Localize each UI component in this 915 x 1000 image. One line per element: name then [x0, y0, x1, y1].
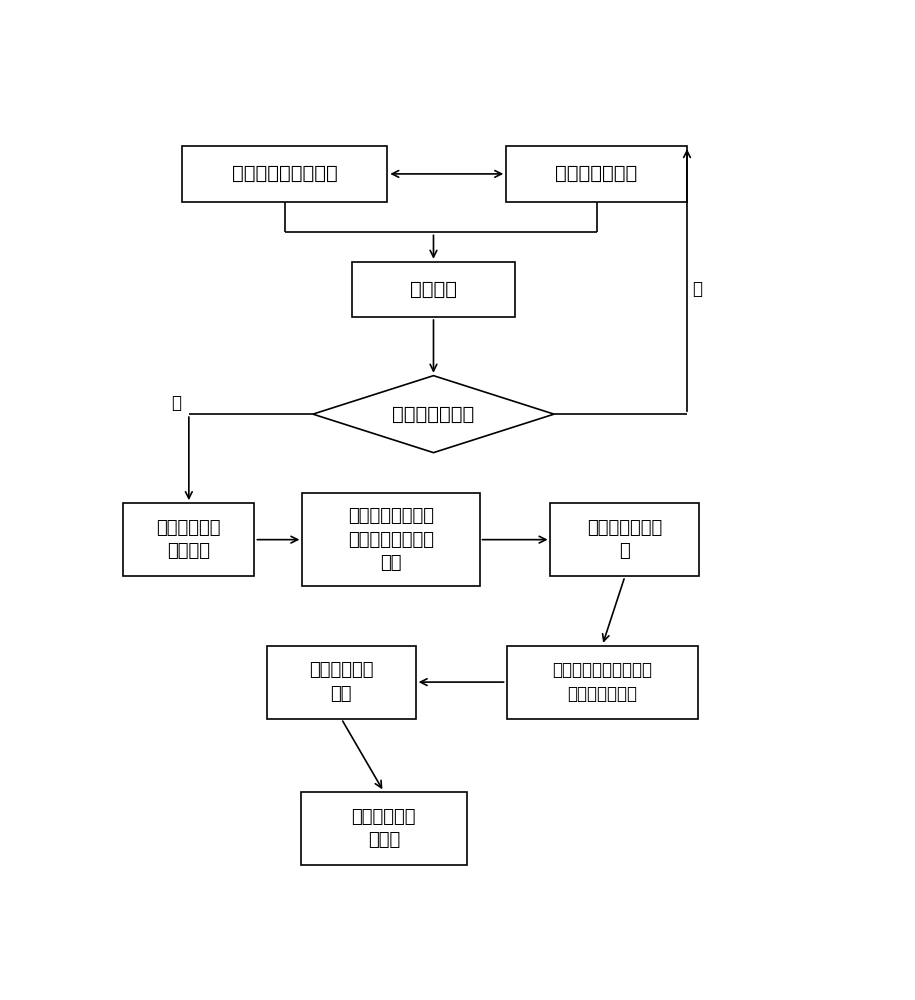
Text: 极限工况动载
系数选定: 极限工况动载 系数选定 — [156, 519, 221, 560]
Bar — [506, 146, 687, 202]
Text: 样件试制及实
验研究: 样件试制及实 验研究 — [351, 808, 416, 849]
Bar — [302, 493, 479, 586]
Bar — [182, 146, 387, 202]
Text: 模型准确性评价: 模型准确性评价 — [393, 405, 475, 424]
Text: 模型测试: 模型测试 — [410, 280, 457, 299]
Text: 否: 否 — [693, 280, 703, 298]
Text: 是: 是 — [171, 394, 181, 412]
Text: 优化密度阈值
选定: 优化密度阈值 选定 — [309, 661, 373, 703]
Text: 基于加权柔度法的拓扑
优化轻量化计算: 基于加权柔度法的拓扑 优化轻量化计算 — [553, 661, 652, 703]
Bar — [507, 646, 698, 719]
Bar — [267, 646, 415, 719]
Bar — [300, 792, 468, 865]
Bar — [352, 262, 515, 317]
Polygon shape — [313, 376, 554, 453]
Text: 基于多体动力学模
型的载荷边界条件
获取: 基于多体动力学模 型的载荷边界条件 获取 — [348, 507, 434, 572]
Bar — [551, 503, 699, 576]
Text: 加权柔度系数选
定: 加权柔度系数选 定 — [587, 519, 662, 560]
Bar — [124, 503, 254, 576]
Text: 建立有限元模型: 建立有限元模型 — [555, 164, 638, 183]
Text: 建立多体动力学模型: 建立多体动力学模型 — [231, 164, 338, 183]
